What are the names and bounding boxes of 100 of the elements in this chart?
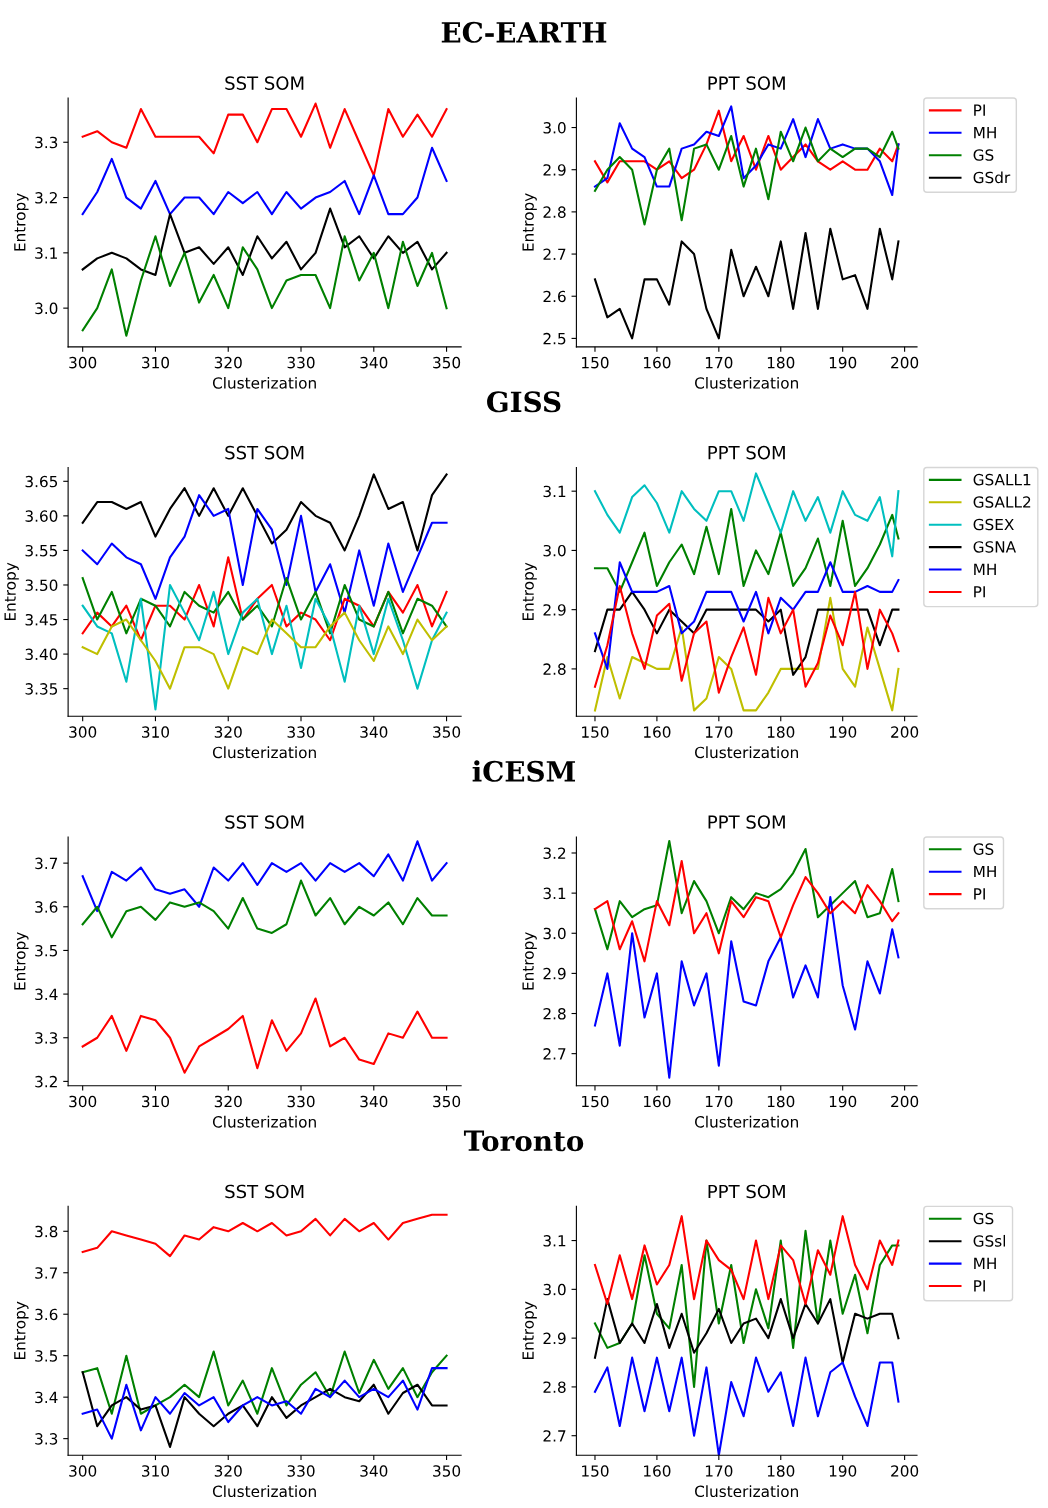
text: iCESM [472,760,576,782]
y-tick-label: 2.7 [543,1048,566,1060]
y-tick-label: 3.3 [35,1032,58,1044]
line-series [593,596,900,712]
x-tick-label: 330 [287,356,315,369]
line-series [593,507,900,593]
legend-label: MH [974,1257,996,1269]
x-axis-title: Clusterization [695,1115,798,1128]
x-tick-label: 330 [287,1465,315,1477]
x-tick-label: 300 [69,1465,97,1477]
line-series [81,1350,448,1415]
y-tick-label: 2.9 [543,1332,566,1345]
x-tick-label: 350 [433,1465,461,1477]
legend-label: GS [973,843,994,855]
line-series [593,227,900,340]
x-tick-label: 200 [891,1095,919,1108]
y-axis-title: Entropy [14,932,29,990]
y-tick-label: 3.40 [25,648,58,661]
legend-label: GSALL2 [973,496,1031,508]
chart-title: SST SOM [225,445,304,460]
chart-title: PPT SOM [708,815,785,829]
legend-label: PI [974,888,985,900]
line-series [81,494,448,614]
y-tick-label: 3.0 [543,927,566,940]
line-series [81,997,448,1074]
line-series [593,859,900,963]
x-tick-label: 350 [433,726,461,738]
line-series [81,102,448,177]
x-tick-label: 200 [891,1465,919,1477]
line-series [81,611,448,690]
y-tick-label: 3.1 [543,887,566,900]
chart-title: PPT SOM [708,1184,785,1199]
y-tick-label: 3.0 [543,544,566,557]
y-axis-title: Entropy [522,193,537,251]
line-series [593,1298,900,1364]
y-axis-title: Entropy [522,562,537,621]
line-series [593,1229,900,1388]
y-tick-label: 3.7 [35,857,58,870]
x-tick-label: 330 [287,726,315,738]
x-tick-label: 340 [360,726,388,738]
line-series [81,577,448,635]
line-series [593,839,900,951]
legend-label: GSEX [973,518,1014,531]
line-series [593,590,900,676]
y-tick-label: 3.2 [35,1075,57,1088]
y-tick-label: 3.0 [35,302,58,315]
y-tick-label: 3.6 [35,1308,58,1321]
y-tick-label: 3.3 [35,136,58,149]
x-tick-label: 320 [214,1095,242,1108]
x-tick-label: 150 [582,356,609,369]
chart-title: PPT SOM [708,445,785,460]
y-tick-label: 2.8 [543,206,566,218]
legend-label: MH [974,127,996,139]
y-tick-label: 2.7 [543,248,566,260]
line-series [593,584,900,694]
legend-label: GSNA [973,541,1016,553]
y-tick-label: 3.50 [25,579,58,591]
y-tick-label: 3.8 [35,1225,58,1238]
y-axis-title: Entropy [14,193,29,251]
line-series [593,896,900,1079]
x-tick-label: 170 [705,1095,733,1108]
legend-label: MH [974,563,996,575]
x-tick-label: 310 [142,726,170,738]
line-series [593,1356,900,1456]
y-tick-label: 3.65 [25,475,58,488]
y-tick-label: 3.2 [35,192,57,204]
legend-label: GSsl [973,1234,1006,1247]
y-tick-label: 3.45 [25,614,58,626]
y-tick-label: 3.1 [35,247,57,259]
chart-title: SST SOM [225,76,304,90]
x-axis-title: Clusterization [212,1115,316,1128]
y-tick-label: 2.9 [543,967,566,980]
y-tick-label: 3.4 [35,988,58,1001]
x-axis-title: Clusterization [695,746,798,759]
y-tick-label: 2.9 [543,164,566,176]
y-axis-title: Entropy [522,932,537,990]
x-tick-label: 340 [360,1465,388,1477]
line-series [593,105,900,197]
x-tick-label: 190 [829,356,857,369]
x-tick-label: 300 [69,726,97,738]
line-series [593,561,900,670]
legend-label: GSALL1 [973,473,1031,486]
x-tick-label: 190 [829,726,857,738]
x-tick-label: 160 [644,356,671,369]
x-tick-label: 180 [767,356,795,369]
x-tick-label: 180 [767,1095,795,1108]
chart-title: SST SOM [225,815,304,829]
x-tick-label: 170 [705,356,733,369]
y-tick-label: 3.60 [25,510,58,522]
line-series [81,235,448,337]
y-tick-label: 2.8 [543,1381,566,1393]
x-tick-label: 150 [582,1465,609,1477]
y-tick-label: 3.7 [35,1267,58,1279]
x-tick-label: 300 [69,1095,97,1108]
chart-title: SST SOM [225,1184,304,1199]
legend-label: PI [974,1280,985,1292]
text: Toronto [463,1130,584,1152]
y-axis-title: Entropy [14,1301,29,1359]
line-series [81,556,448,642]
x-tick-label: 190 [829,1465,857,1477]
